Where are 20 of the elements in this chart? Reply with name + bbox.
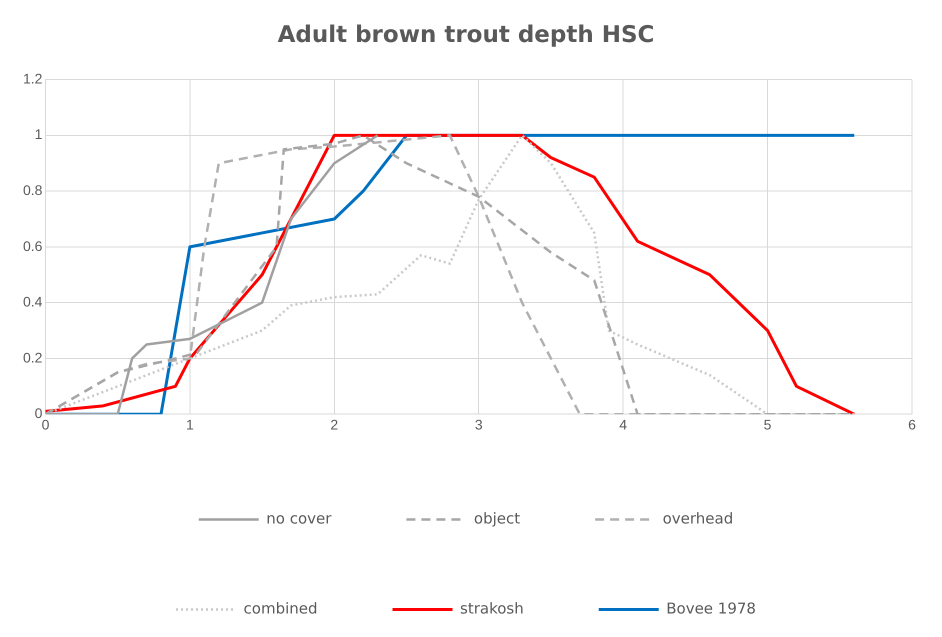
- y-tick-label: 0: [34, 405, 43, 422]
- legend-label: Bovee 1978: [666, 599, 756, 618]
- x-tick-label: 3: [474, 416, 483, 432]
- x-tick-label: 6: [908, 416, 916, 432]
- x-tick-label: 1: [186, 416, 194, 432]
- legend-label: overhead: [662, 509, 734, 528]
- y-tick-label: 1.2: [22, 70, 43, 86]
- x-tick-label: 5: [764, 416, 772, 432]
- legend-label: object: [474, 509, 520, 528]
- legend-label: no cover: [266, 509, 332, 528]
- chart-title: Adult brown trout depth HSC: [278, 22, 654, 48]
- y-tick-label: 0.8: [22, 182, 43, 198]
- legend-label: combined: [244, 599, 318, 618]
- y-tick-label: 0.2: [22, 349, 43, 366]
- x-tick-label: 2: [330, 416, 338, 432]
- y-tick-label: 0.4: [22, 294, 43, 310]
- y-tick-label: 0.6: [22, 238, 43, 254]
- y-tick-label: 1: [34, 126, 43, 142]
- legend-label: strakosh: [460, 599, 524, 618]
- x-tick-label: 4: [619, 416, 628, 432]
